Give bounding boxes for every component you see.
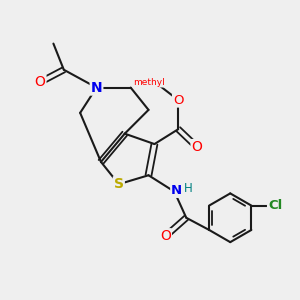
Text: N: N: [91, 81, 102, 94]
Text: Cl: Cl: [268, 199, 282, 212]
Text: O: O: [34, 75, 46, 89]
Text: S: S: [114, 177, 124, 191]
Text: H: H: [184, 182, 193, 195]
Text: methyl: methyl: [133, 78, 165, 87]
Text: O: O: [173, 94, 184, 106]
Text: O: O: [160, 229, 171, 243]
Text: O: O: [191, 140, 203, 154]
Text: N: N: [171, 184, 182, 197]
